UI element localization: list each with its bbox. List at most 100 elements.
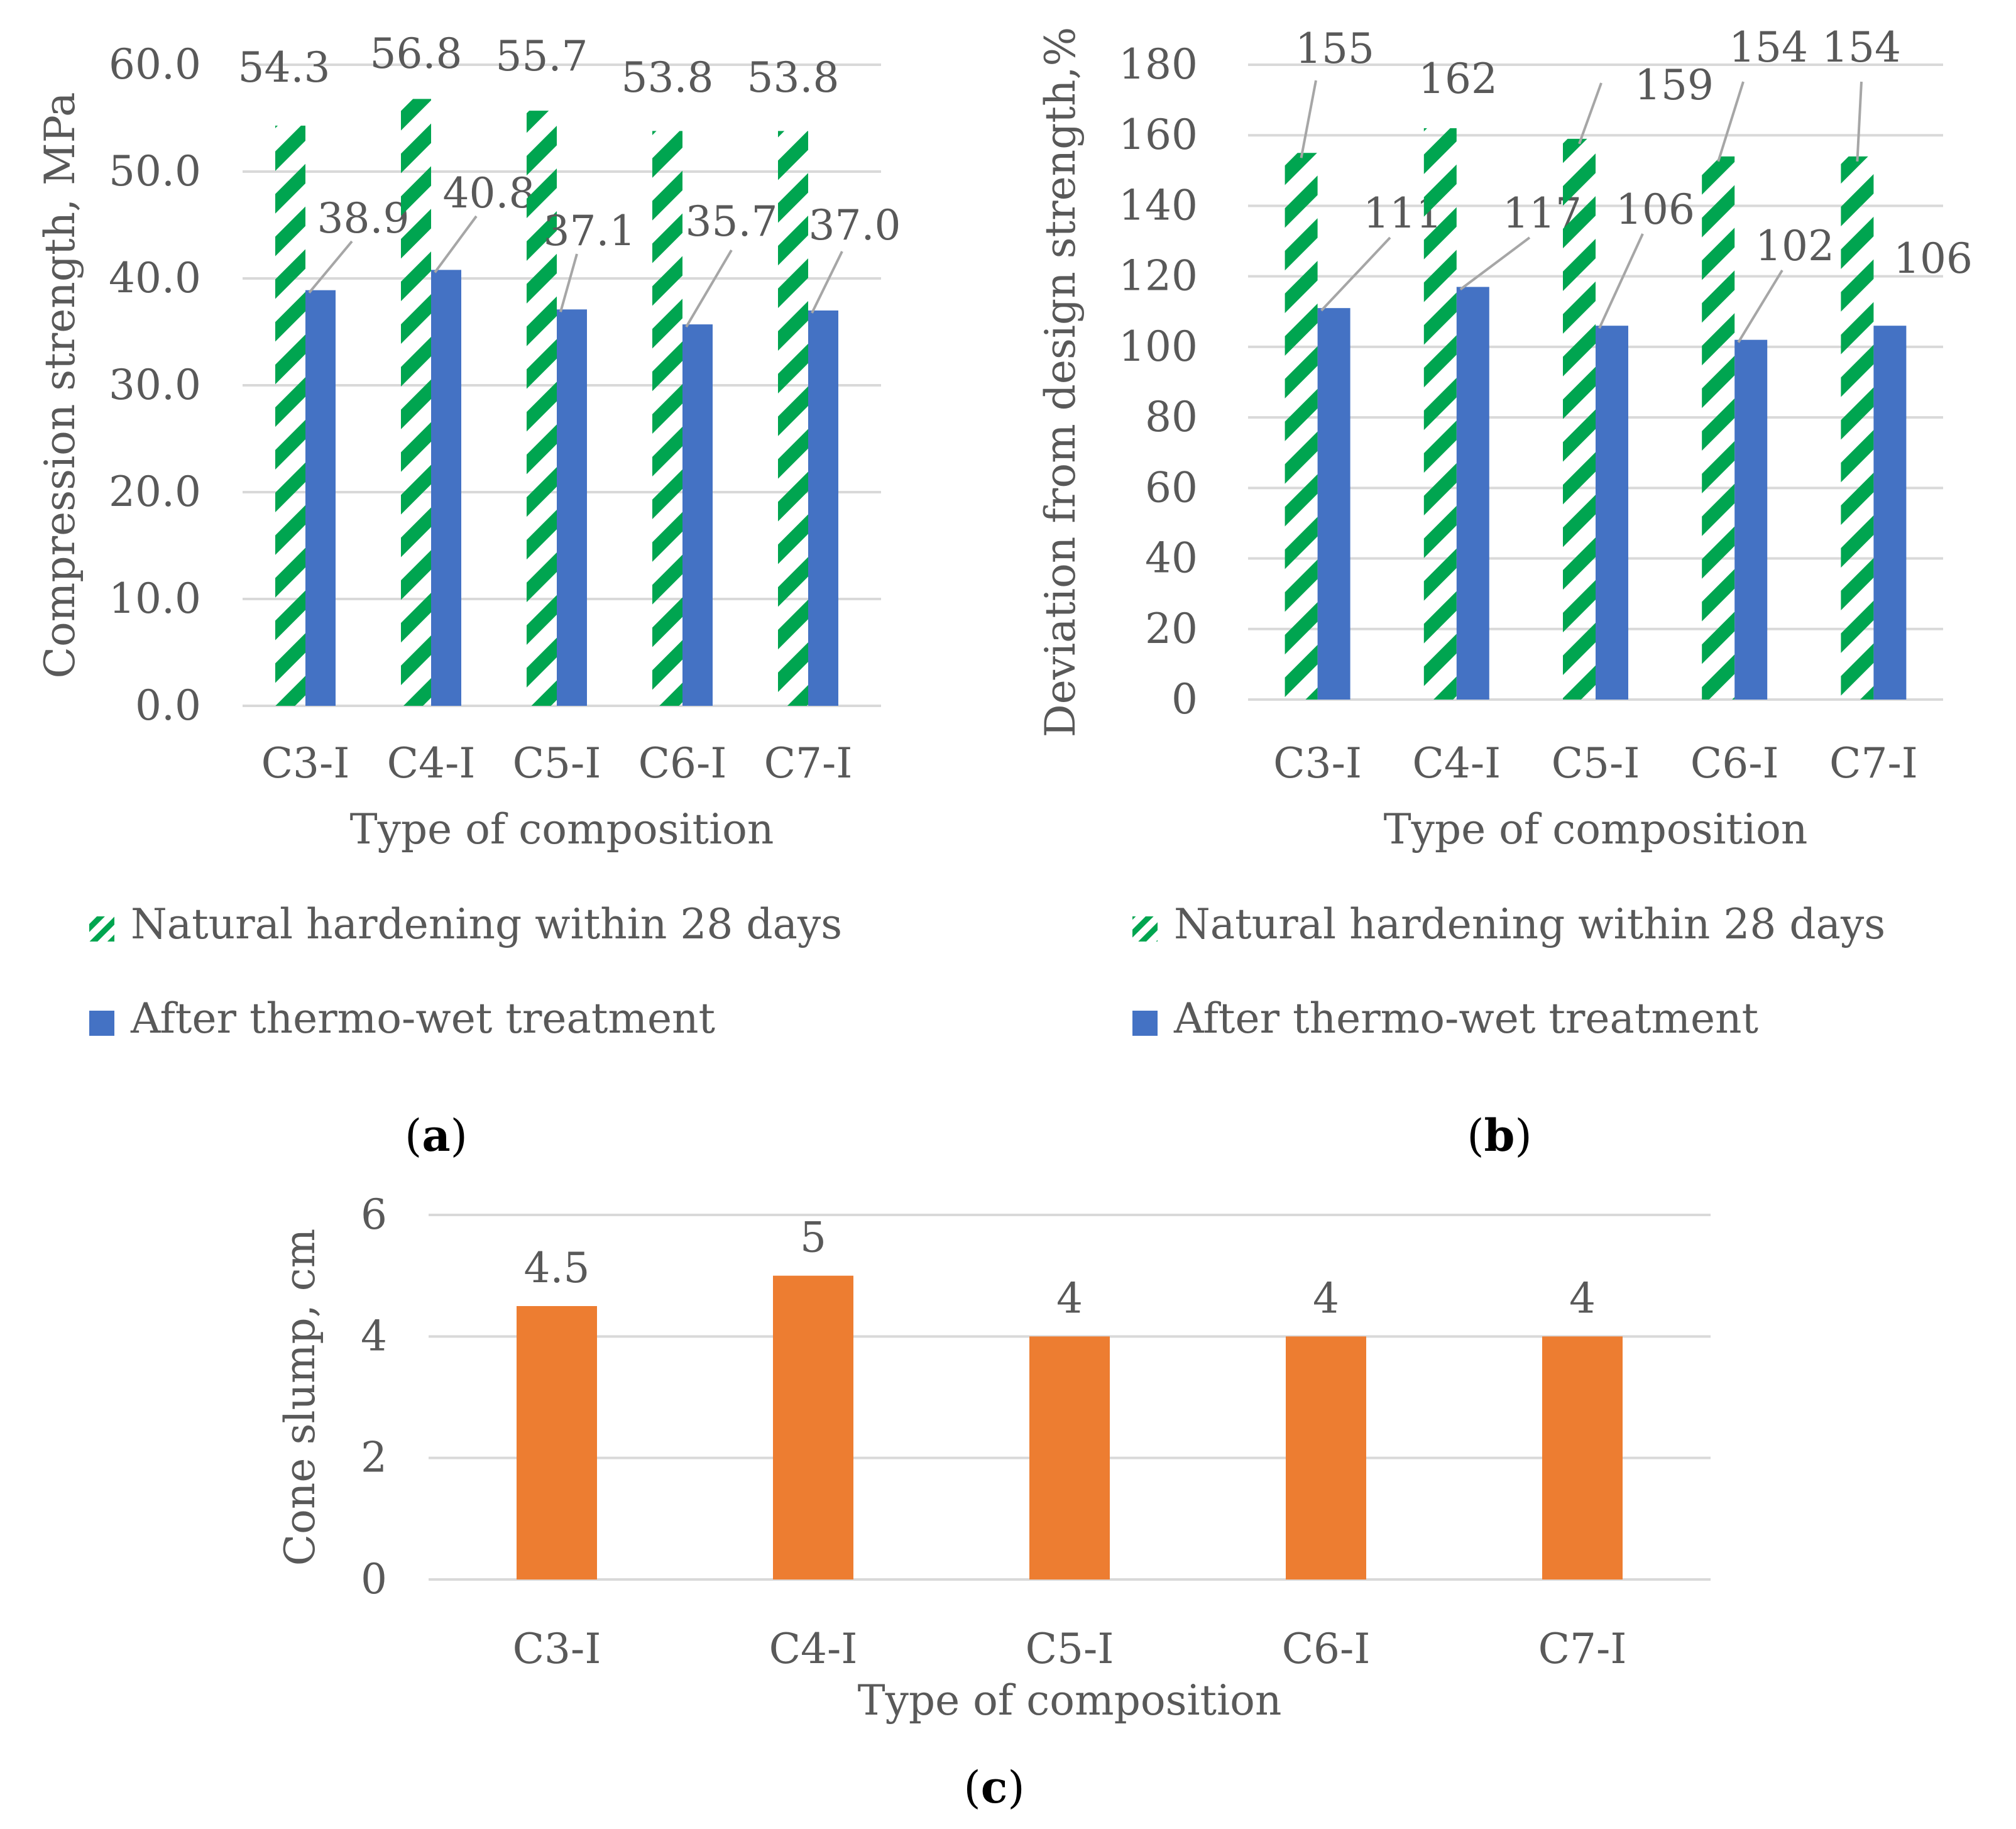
chart-b-ytick-label: 80 xyxy=(1145,393,1198,441)
chart-b-bar-natural xyxy=(1423,128,1457,700)
chart-a-category-label: C6-I xyxy=(638,739,727,788)
svg-text:(c): (c) xyxy=(963,1761,1024,1813)
legend-a-swatch-natural xyxy=(89,916,114,942)
chart-b-leader-natural xyxy=(1717,81,1745,162)
chart-b-bar-natural xyxy=(1841,156,1874,700)
svg-text:(b): (b) xyxy=(1467,1109,1532,1162)
legend-b-swatch-natural xyxy=(1132,916,1158,942)
chart-c-category-label: C7-I xyxy=(1538,1625,1627,1673)
chart-a-category-label: C7-I xyxy=(764,739,853,788)
chart-c-bar xyxy=(1286,1336,1366,1579)
chart-a-xlabel: Type of composition xyxy=(350,805,774,854)
chart-b-ytick-label: 140 xyxy=(1119,181,1198,229)
chart-a-bar-natural xyxy=(527,111,557,706)
chart-b-bar-natural xyxy=(1563,138,1596,700)
chart-b-xlabel: Type of composition xyxy=(1384,805,1808,854)
chart-a-bar-thermo xyxy=(305,290,336,706)
chart-a-ytick-label: 0.0 xyxy=(135,681,201,730)
chart-b-category-label: C4-I xyxy=(1412,739,1501,788)
chart-b-data-label-thermo: 106 xyxy=(1893,234,1973,283)
chart-a-ytick-label: 40.0 xyxy=(109,254,201,302)
chart-b-ylabel: Deviation from design strength,% xyxy=(1036,27,1085,737)
chart-b-bar-thermo xyxy=(1456,287,1489,700)
chart-a-bar-thermo xyxy=(431,270,461,706)
chart-c-ytick-label: 4 xyxy=(361,1312,387,1360)
chart-c-data-label: 4.5 xyxy=(524,1244,590,1292)
chart-c-ytick-label: 6 xyxy=(361,1190,387,1239)
chart-c-category-label: C6-I xyxy=(1282,1625,1371,1673)
chart-b-bar-thermo xyxy=(1596,326,1628,700)
chart-b-data-label-natural: 155 xyxy=(1295,25,1374,73)
legend-b-swatch-thermo xyxy=(1132,1011,1158,1036)
chart-b-ytick-label: 120 xyxy=(1119,252,1198,300)
chart-a-data-label-thermo: 35.7 xyxy=(686,197,778,246)
chart-c-ylabel: Cone slump, cm xyxy=(276,1229,324,1566)
chart-b-ytick-label: 180 xyxy=(1119,40,1198,89)
chart-b-category-label: C6-I xyxy=(1690,739,1779,788)
chart-a-data-label-thermo: 37.1 xyxy=(544,207,636,255)
chart-c-bar xyxy=(1542,1336,1623,1579)
chart-c-category-label: C3-I xyxy=(513,1625,601,1673)
chart-a-ylabel: Compression strength, MPa xyxy=(36,92,84,679)
chart-a-category-label: C5-I xyxy=(513,739,601,788)
chart-a-data-label-natural: 56.8 xyxy=(370,30,463,78)
chart-b-bar-thermo xyxy=(1317,308,1350,700)
chart-a-ytick-label: 20.0 xyxy=(109,468,201,516)
chart-a-bar-natural xyxy=(401,99,431,706)
legend-a-swatch-thermo xyxy=(89,1011,114,1036)
chart-a-ytick-label: 30.0 xyxy=(109,361,201,409)
chart-a-data-label-thermo: 40.8 xyxy=(443,169,535,217)
chart-c-category-label: C5-I xyxy=(1026,1625,1114,1673)
chart-b-leader-natural xyxy=(1856,81,1863,162)
chart-b-leader-natural xyxy=(1578,82,1602,145)
chart-c-data-label: 4 xyxy=(1569,1274,1596,1322)
chart-b-ytick-label: 0 xyxy=(1171,675,1198,723)
chart-b-category-label: C3-I xyxy=(1273,739,1362,788)
chart-b-ytick-label: 160 xyxy=(1119,111,1198,159)
chart-b-bar-natural xyxy=(1702,156,1735,700)
chart-b-deviation-from-design: 0 20 40 60 80 100 120 140 160 180 Deviation from d… xyxy=(1036,23,1973,854)
chart-b-leader-thermo xyxy=(1320,236,1391,312)
chart-b-data-label-natural: 154 xyxy=(1729,23,1808,72)
chart-b-bar-thermo xyxy=(1734,339,1768,700)
chart-a-leader-thermo xyxy=(308,240,353,294)
panel-label-c: (c) xyxy=(963,1761,1024,1813)
chart-c-ytick-label: 2 xyxy=(361,1434,387,1482)
chart-a-data-label-natural: 55.7 xyxy=(496,32,588,80)
chart-a-leader-thermo xyxy=(811,251,843,314)
chart-b-data-label-natural: 162 xyxy=(1418,55,1498,103)
chart-a-data-label-thermo: 37.0 xyxy=(809,201,901,250)
chart-a-data-label-natural: 53.8 xyxy=(622,53,714,102)
chart-b-data-label-thermo: 106 xyxy=(1616,185,1695,234)
chart-a-category-label: C4-I xyxy=(387,739,476,788)
chart-b-category-label: C7-I xyxy=(1829,739,1918,788)
legend-a: Natural hardening within 28 days After t… xyxy=(89,900,842,1043)
chart-a-leader-thermo xyxy=(434,215,478,273)
panel-label-b: (b) xyxy=(1467,1109,1532,1162)
chart-b-bar-natural xyxy=(1285,153,1318,700)
chart-a-bar-thermo xyxy=(557,309,587,706)
chart-b-ytick-label: 40 xyxy=(1145,534,1198,583)
chart-a-bar-thermo xyxy=(808,310,838,706)
chart-a-compression-strength: 0.0 10.0 20.0 30.0 40.0 50.0 60.0 Compression s… xyxy=(36,30,901,854)
chart-b-leader-thermo xyxy=(1737,269,1783,343)
legend-b: Natural hardening within 28 days After t… xyxy=(1132,900,1885,1043)
chart-a-leader-thermo xyxy=(685,249,733,328)
chart-c-bar xyxy=(773,1275,853,1579)
chart-c-data-label: 5 xyxy=(800,1214,826,1262)
chart-c-bar xyxy=(517,1306,597,1579)
legend-a-label-natural: Natural hardening within 28 days xyxy=(131,900,842,948)
chart-a-data-label-natural: 54.3 xyxy=(238,43,331,92)
chart-a-bar-natural xyxy=(778,131,808,706)
chart-c-data-label: 4 xyxy=(1056,1274,1083,1322)
svg-text:(a): (a) xyxy=(405,1109,468,1162)
chart-a-data-label-thermo: 38.9 xyxy=(317,194,410,243)
chart-a-data-label-natural: 53.8 xyxy=(747,53,840,102)
chart-c-bar xyxy=(1029,1336,1110,1579)
chart-c-cone-slump: 0 2 4 6 Cone slump, cm Type of composition C3-… xyxy=(276,1190,1711,1725)
chart-b-bar-thermo xyxy=(1873,326,1907,700)
chart-a-ytick-label: 50.0 xyxy=(109,147,201,195)
chart-b-data-label-thermo: 102 xyxy=(1755,222,1834,270)
chart-b-ytick-label: 20 xyxy=(1145,605,1198,653)
